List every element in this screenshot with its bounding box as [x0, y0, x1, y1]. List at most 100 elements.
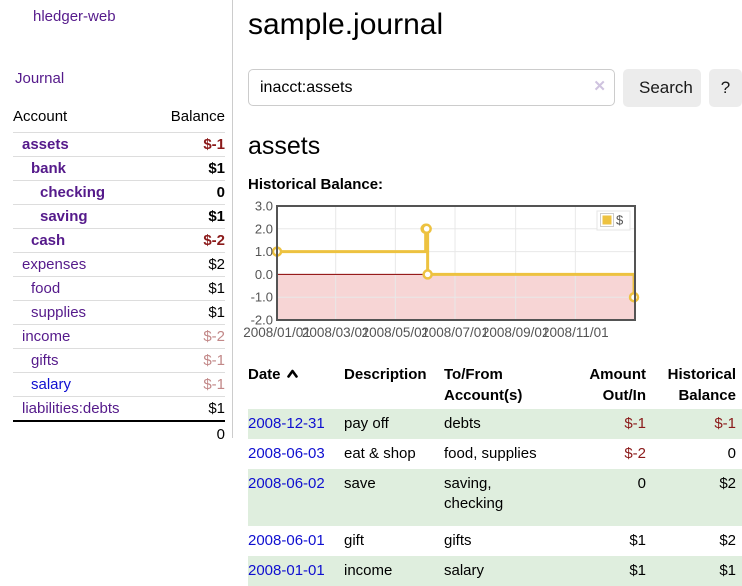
account-row: income $-2	[13, 324, 225, 349]
transaction-amount: $1	[629, 562, 646, 579]
transaction-row: 2008-01-01 income salary $1 $1	[248, 556, 742, 586]
account-name-cell: assets	[13, 132, 154, 157]
transaction-amount: 0	[637, 475, 646, 492]
clear-search-icon[interactable]: ✕	[593, 78, 606, 95]
transaction-date-cell: 2008-01-01	[248, 556, 344, 586]
sort-ascending-icon	[286, 365, 299, 386]
transaction-balance: 0	[727, 445, 736, 462]
x-tick-label: 2008/05/01	[362, 325, 430, 340]
register-table-body: 2008-12-31 pay off debts $-1 $-1 2008-06-03 ea…	[248, 409, 742, 586]
transaction-date-link[interactable]: 2008-06-02	[248, 475, 325, 492]
sidebar-account-link[interactable]: food	[31, 280, 61, 297]
x-tick-label: 2008/01/01	[243, 325, 311, 340]
page-title: sample.journal	[248, 8, 444, 41]
account-balance: $-2	[153, 228, 225, 253]
account-row: expenses $2	[13, 252, 225, 277]
transaction-date-cell: 2008-06-02	[248, 469, 344, 526]
help-button[interactable]: ?	[709, 69, 742, 107]
account-name-cell: checking	[13, 180, 154, 205]
accounts-header-account: Account	[13, 108, 68, 125]
transaction-description: eat & shop	[344, 445, 416, 462]
x-tick-label: 2008/11/01	[542, 325, 609, 340]
transaction-amount: $-1	[624, 415, 646, 432]
legend-label: $	[616, 213, 624, 228]
x-tick-label: 2008/07/01	[421, 325, 489, 340]
transaction-date-link[interactable]: 2008-06-03	[248, 445, 325, 462]
sidebar-account-link[interactable]: supplies	[31, 304, 87, 321]
plot-border	[276, 205, 636, 321]
account-name-cell: supplies	[13, 300, 154, 325]
account-name-cell: income	[13, 324, 154, 349]
register-header-amount[interactable]: Amount Out/In	[589, 366, 646, 404]
transaction-row: 2008-06-03 eat & shop food, supplies $-2 0	[248, 439, 742, 469]
sidebar-account-link[interactable]: assets	[22, 136, 69, 153]
transaction-accounts: gifts	[444, 532, 472, 549]
transaction-row: 2008-06-02 save saving, checking 0 $2	[248, 469, 742, 526]
data-point-marker	[421, 223, 432, 235]
sidebar-account-link[interactable]: cash	[31, 232, 66, 249]
transaction-description: gift	[344, 532, 365, 549]
register-header-description[interactable]: Description	[344, 366, 427, 383]
account-balance: $-1	[153, 132, 225, 157]
sidebar-account-link[interactable]: income	[22, 328, 71, 345]
account-section-title: assets	[248, 132, 321, 160]
register-header-row: Date Description To/From Account(s) Amou…	[248, 361, 742, 409]
search-bar: ✕ Search ?	[248, 69, 742, 107]
chart-title: Historical Balance:	[248, 176, 384, 193]
transaction-date-link[interactable]: 2008-01-01	[248, 562, 325, 579]
sidebar-account-link[interactable]: gifts	[31, 352, 59, 369]
legend-swatch	[602, 215, 612, 225]
sidebar-account-link[interactable]: salary	[31, 376, 72, 393]
transaction-description: income	[344, 562, 393, 579]
account-name-cell: gifts	[13, 348, 154, 373]
sidebar: hledger-web Journal Account Balance asse…	[0, 0, 233, 446]
account-balance: $-2	[153, 324, 225, 349]
transaction-accounts: saving, checking	[444, 475, 504, 512]
x-tick-label: 2008/09/01	[482, 325, 550, 340]
account-row: salary $-1	[13, 372, 225, 397]
account-name-cell: expenses	[13, 252, 154, 277]
sidebar-account-link[interactable]: liabilities:debts	[22, 400, 120, 417]
account-balance: $-1	[153, 348, 225, 373]
account-balance: $2	[153, 252, 225, 277]
account-row: checking 0	[13, 180, 225, 205]
sidebar-item-journal[interactable]: Journal	[15, 70, 65, 87]
y-tick-label: 0.0	[255, 267, 273, 282]
y-tick-label: 1.0	[255, 244, 273, 259]
search-input-wrap: ✕	[248, 69, 615, 106]
transaction-balance: $2	[719, 475, 736, 492]
y-tick-label: -1.0	[251, 290, 273, 305]
register-header-balance[interactable]: Historical Balance	[667, 366, 736, 404]
account-name-cell: cash	[13, 228, 154, 253]
search-button[interactable]: Search	[623, 69, 701, 107]
main-content: sample.journal ✕ Search ? assets Histori…	[243, 0, 742, 586]
sidebar-account-link[interactable]: bank	[31, 160, 67, 177]
balance-chart: $3.0 2.0 1.0 0.0 -1.0 -2.02008/01/012008/03/0…	[243, 199, 640, 340]
transaction-date-link[interactable]: 2008-06-01	[248, 532, 325, 549]
transaction-date-link[interactable]: 2008-12-31	[248, 415, 325, 432]
accounts-total-balance: 0	[153, 420, 225, 446]
register-header-accounts[interactable]: To/From Account(s)	[444, 366, 523, 404]
sidebar-account-link[interactable]: expenses	[22, 256, 87, 273]
account-balance: $-1	[153, 372, 225, 397]
transaction-row: 2008-12-31 pay off debts $-1 $-1	[248, 409, 742, 439]
search-input[interactable]	[248, 69, 615, 106]
transaction-description: save	[344, 475, 376, 492]
sidebar-account-link[interactable]: checking	[40, 184, 106, 201]
account-row: cash $-2	[13, 228, 225, 253]
x-tick-label: 2008/03/01	[302, 325, 370, 340]
account-balance: $1	[153, 204, 225, 229]
account-row: supplies $1	[13, 300, 225, 325]
account-balance: $1	[153, 156, 225, 181]
app-brand-link[interactable]: hledger-web	[33, 8, 116, 25]
account-row: assets $-1	[13, 132, 225, 157]
account-row: saving $1	[13, 204, 225, 229]
transaction-date-cell: 2008-06-03	[248, 439, 344, 469]
sidebar-account-link[interactable]: saving	[40, 208, 88, 225]
transaction-accounts: food, supplies	[444, 445, 537, 462]
y-tick-label: 3.0	[255, 199, 273, 214]
data-point-marker	[422, 269, 433, 280]
account-row: gifts $-1	[13, 348, 225, 373]
register-header-date[interactable]: Date	[248, 361, 344, 409]
account-name-cell: liabilities:debts	[13, 396, 154, 421]
